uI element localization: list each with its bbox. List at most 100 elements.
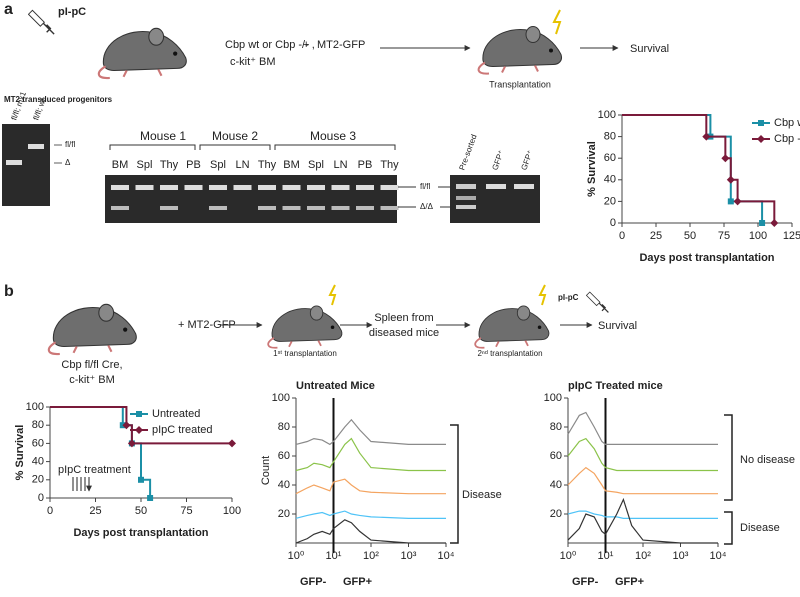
lane-label: BM	[283, 159, 300, 171]
x-axis-label: Days post transplantation	[639, 252, 774, 264]
y-tick-label: 60	[550, 450, 562, 462]
lane-label: PB	[358, 159, 373, 171]
survival-step	[141, 478, 152, 498]
gel-band	[209, 185, 227, 190]
marker	[733, 197, 742, 206]
histogram-trace	[295, 510, 446, 519]
chart-title: Untreated Mice	[296, 380, 375, 392]
band-label: fl/fl	[65, 140, 75, 149]
gel-band	[331, 206, 350, 210]
gel-band	[160, 206, 178, 210]
legend-marker	[758, 120, 764, 126]
vector: + MT2-GFP	[178, 319, 236, 331]
survival-step	[131, 442, 142, 480]
gel-band	[184, 185, 203, 190]
lane-label: GFP⁺	[519, 149, 535, 172]
histogram-trace	[567, 510, 718, 519]
y-tick-label: 40	[278, 479, 290, 491]
survival-step	[730, 178, 739, 202]
band-label: Δ	[65, 158, 71, 167]
donor: Cbp wt or Cbp -/- ,	[225, 39, 315, 51]
marker	[770, 219, 779, 227]
x-tick-label: 10⁴	[710, 550, 727, 562]
lane-label: GFP⁺	[490, 149, 506, 172]
outcome: Survival	[598, 320, 637, 332]
x-tick-label: 0	[47, 505, 53, 517]
gel-band	[258, 206, 276, 210]
x-tick-label: 100	[223, 505, 241, 517]
chart-title: pIpC Treated mice	[568, 380, 663, 392]
x-tick-label: 75	[718, 230, 730, 242]
survival-step	[706, 135, 727, 159]
x-tick-label: 25	[89, 505, 101, 517]
step-label: 2ⁿᵈ transplantation	[477, 349, 542, 358]
group-label: Mouse 2	[212, 129, 258, 143]
marker	[138, 476, 144, 483]
syringe-label: pI-pC	[558, 293, 579, 302]
lane-label: PB	[186, 159, 201, 171]
histogram-trace	[567, 466, 718, 495]
x-tick-label: 10³	[673, 550, 689, 562]
gel-band	[282, 206, 301, 210]
gel-band	[380, 206, 399, 210]
gel-band	[282, 185, 301, 190]
x-tick-label: 10⁰	[560, 550, 577, 562]
lane-label: Thy	[258, 159, 277, 171]
x-tick-label: 25	[650, 230, 662, 242]
plus: +	[303, 39, 309, 51]
y-tick-label: 20	[604, 195, 616, 207]
outcome: Survival	[630, 43, 669, 55]
band-label: fl/fl	[420, 182, 430, 191]
legend-label: Untreated	[152, 408, 200, 420]
panel-label: b	[4, 283, 14, 300]
gel-band	[233, 185, 252, 190]
survival-step	[622, 114, 708, 137]
y-tick-label: 60	[278, 450, 290, 462]
panel-label: a	[4, 1, 13, 18]
gel-band	[135, 185, 154, 190]
lane-label: Spl	[308, 159, 324, 171]
y-tick-label: 40	[32, 456, 44, 468]
legend-marker	[136, 411, 142, 417]
gel-band	[356, 185, 374, 190]
marker	[147, 495, 154, 501]
x-axis-label: Days post transplantation	[73, 527, 208, 539]
survival-step	[50, 406, 128, 426]
group-label: Mouse 3	[310, 129, 356, 143]
legend-marker	[135, 426, 143, 434]
histogram-trace	[567, 437, 718, 472]
x-tick-label: 10³	[401, 550, 417, 562]
lane-label: LN	[333, 159, 347, 171]
x-tick-label: 125	[783, 230, 800, 242]
y-axis-label: % Survival	[586, 141, 598, 197]
step-label: Spleen from	[374, 312, 433, 324]
marker	[727, 198, 734, 205]
x-tick-label: 10⁴	[438, 550, 455, 562]
x-tick-label: 50	[684, 230, 696, 242]
gel-band	[160, 185, 178, 190]
x-tick-label: 50	[135, 505, 147, 517]
legend-label: pIpC treated	[152, 424, 213, 436]
step-label: 1ˢᵗ transplantation	[273, 349, 337, 358]
gel-band	[331, 185, 350, 190]
y-tick-label: 80	[32, 419, 44, 431]
marker	[702, 132, 711, 141]
x-tick-label: 10¹	[598, 550, 614, 562]
lane-label: BM	[112, 159, 129, 171]
histogram-trace	[295, 437, 446, 472]
lane-label: Thy	[380, 159, 399, 171]
vector: MT2-GFP	[317, 39, 365, 51]
y-tick-label: 0	[610, 217, 616, 229]
annotation: pIpC treatment	[58, 464, 131, 476]
donor: c-kit⁺ BM	[69, 374, 115, 386]
annotation: Disease	[462, 489, 502, 501]
survival-step	[730, 200, 764, 223]
donor: Cbp fl/fl Cre,	[61, 359, 122, 371]
gel-band	[307, 206, 325, 210]
histogram-trace	[295, 519, 446, 544]
donor: c-kit⁺ BM	[230, 56, 276, 68]
survival-step	[622, 114, 712, 137]
y-tick-label: 80	[604, 131, 616, 143]
annotation: No disease	[740, 454, 795, 466]
y-axis-label: Count	[260, 456, 272, 485]
